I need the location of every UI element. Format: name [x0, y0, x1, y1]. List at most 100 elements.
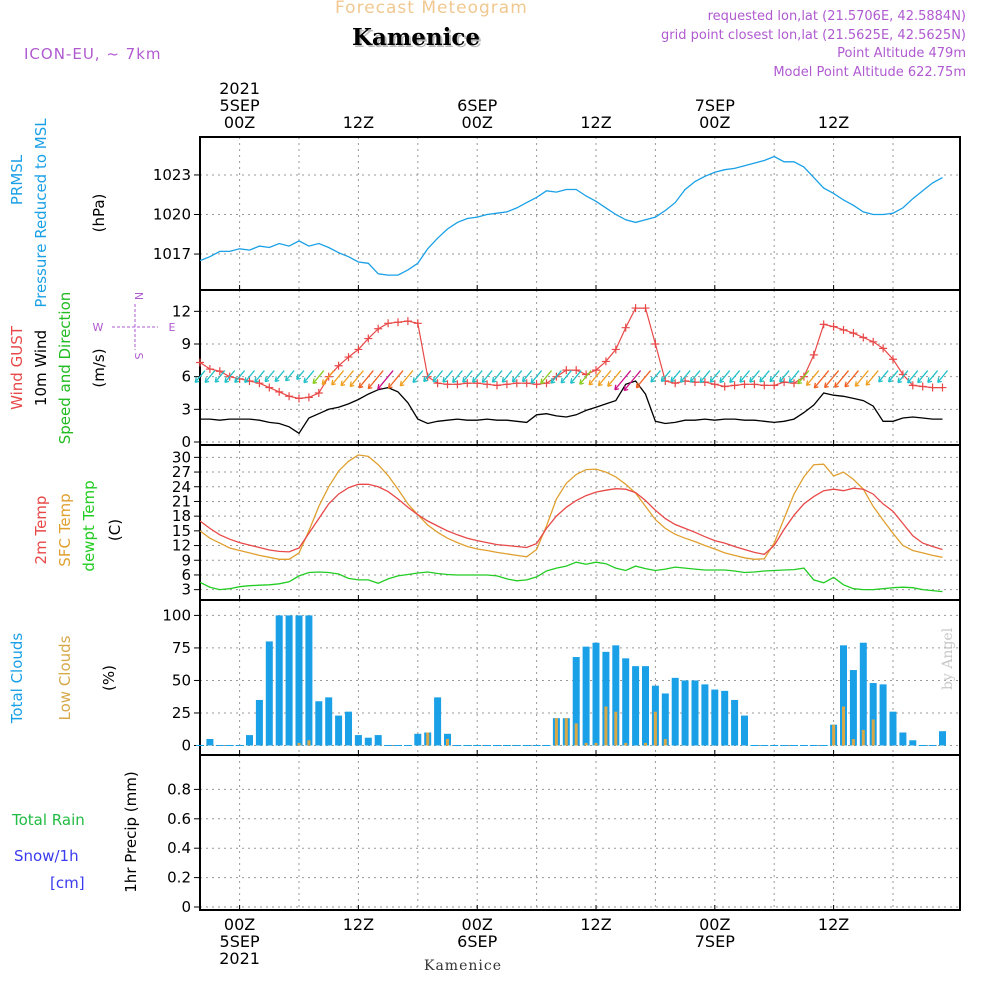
- wind-arrow-head: [878, 376, 883, 383]
- low-cloud-bar: [426, 732, 430, 746]
- wind-arrow-head: [579, 379, 584, 385]
- wind-direction-arrow: [739, 370, 751, 383]
- wind-arrow-head: [432, 376, 438, 383]
- wind-ylabel: (m/s): [90, 348, 108, 387]
- wind-frame: [199, 289, 961, 446]
- wind-arrow-head: [462, 377, 467, 383]
- wind-arrow-head: [739, 377, 745, 383]
- gust-line: [199, 307, 943, 400]
- gust-marker: [641, 304, 650, 313]
- wind-arrow-head: [769, 376, 775, 383]
- wind-direction-arrow: [689, 370, 701, 383]
- wind-direction-arrow: [597, 370, 612, 387]
- wind-arrow-head: [358, 382, 364, 389]
- wind-arrow-head: [907, 377, 912, 384]
- wind-arrow-head: [937, 377, 942, 383]
- wind-arrow-head: [679, 377, 685, 383]
- wind-arrow-head: [264, 376, 270, 383]
- wind-direction-arrow: [759, 370, 770, 383]
- temperature-ytick-label: 6: [181, 566, 191, 584]
- temperature-ytick-label: 9: [181, 551, 191, 569]
- top-time-label: 00Z: [462, 113, 493, 132]
- gust-marker: [512, 379, 521, 388]
- precip-ytick-label: 0: [181, 898, 191, 916]
- gust-marker: [611, 345, 620, 354]
- compass-s: S: [132, 353, 145, 360]
- wind-direction-arrow: [749, 370, 760, 383]
- total-cloud-bar: [939, 731, 946, 746]
- low-cloud-bar: [554, 718, 558, 746]
- wind-arrow-head: [560, 377, 566, 384]
- wind-direction-arrow: [806, 370, 820, 386]
- gust-marker: [453, 380, 462, 389]
- wind-direction-arrow: [813, 370, 830, 389]
- total-cloud-bar: [691, 680, 699, 746]
- bottom-time-label: 7SEP: [695, 932, 735, 951]
- total-cloud-bar: [899, 732, 907, 746]
- temperature-ytick-label: 27: [172, 463, 191, 481]
- wind-arrow-head: [788, 377, 794, 383]
- wind-arrow-head: [296, 374, 301, 380]
- top-time-label: 5SEP: [220, 96, 260, 115]
- wind-arrow-head: [254, 377, 259, 383]
- wind-arrow-head: [194, 377, 200, 383]
- total-cloud-bar: [265, 641, 273, 746]
- wind-arrow-head: [521, 376, 527, 383]
- wind-direction-arrow: [897, 370, 909, 384]
- low-cloud-bar: [594, 742, 598, 746]
- wind-direction-arrow: [462, 370, 473, 383]
- wind-direction-arrow: [274, 370, 285, 382]
- model-label: ICON-EU, ~ 7km: [24, 45, 162, 63]
- total-cloud-bar: [305, 615, 313, 746]
- wind-direction-arrow: [680, 370, 691, 383]
- gust-marker: [295, 394, 303, 403]
- gust-marker: [720, 382, 729, 391]
- pressure-panel: 1017 1020 1023: [153, 136, 961, 291]
- gust-marker: [809, 350, 818, 359]
- gust-marker: [334, 361, 343, 370]
- product-title: Forecast Meteogram: [335, 0, 528, 18]
- precip-frame: [199, 754, 961, 911]
- wind-arrow-head: [214, 377, 220, 383]
- total-cloud-bar: [325, 697, 333, 746]
- wind-arrow-head: [824, 382, 829, 389]
- wind-direction-arrow: [244, 370, 256, 383]
- wind-direction-arrow: [285, 370, 295, 382]
- gust-marker: [314, 389, 323, 397]
- gust-marker: [433, 379, 442, 388]
- wind-direction-arrow: [204, 370, 216, 383]
- total-cloud-bar: [869, 683, 877, 746]
- wind-arrow-head: [501, 377, 507, 383]
- wind-direction-arrow: [878, 370, 889, 383]
- wind-arrow-head: [607, 381, 612, 387]
- total-cloud-bar: [592, 642, 600, 746]
- gust-marker: [740, 380, 749, 389]
- wind-direction-arrow: [550, 370, 562, 384]
- wind-direction-arrow: [709, 370, 721, 383]
- wind-direction-arrow: [412, 370, 424, 383]
- total-cloud-bar: [632, 666, 640, 746]
- bottom-time-label: 12Z: [818, 915, 849, 934]
- gust-marker: [651, 340, 660, 348]
- wind-gust-label: Wind GUST: [8, 325, 26, 410]
- gust-marker: [790, 379, 798, 388]
- wind-direction-arrow: [588, 370, 602, 386]
- total-cloud-bar: [275, 615, 283, 746]
- wind-direction-arrow: [214, 370, 226, 383]
- wind-arrow-head: [844, 381, 850, 388]
- footer-location: Kamenice: [424, 958, 502, 974]
- wind-direction-arrow: [570, 370, 582, 384]
- total-cloud-bar: [859, 642, 867, 746]
- wind-arrow-head: [749, 377, 754, 383]
- wind-arrow-head: [274, 376, 280, 383]
- gust-marker: [760, 381, 769, 390]
- gust-marker: [364, 334, 373, 343]
- wind-direction-arrow: [387, 370, 404, 389]
- wind-direction-arrow: [769, 370, 780, 383]
- low-cloud-bar: [663, 738, 667, 746]
- wind-arrow-head: [224, 377, 230, 383]
- total-cloud-bar: [246, 735, 253, 746]
- total-cloud-bar: [741, 715, 748, 746]
- temperature-ytick-label: 21: [172, 492, 191, 510]
- wind-ytick-label: 3: [181, 400, 191, 418]
